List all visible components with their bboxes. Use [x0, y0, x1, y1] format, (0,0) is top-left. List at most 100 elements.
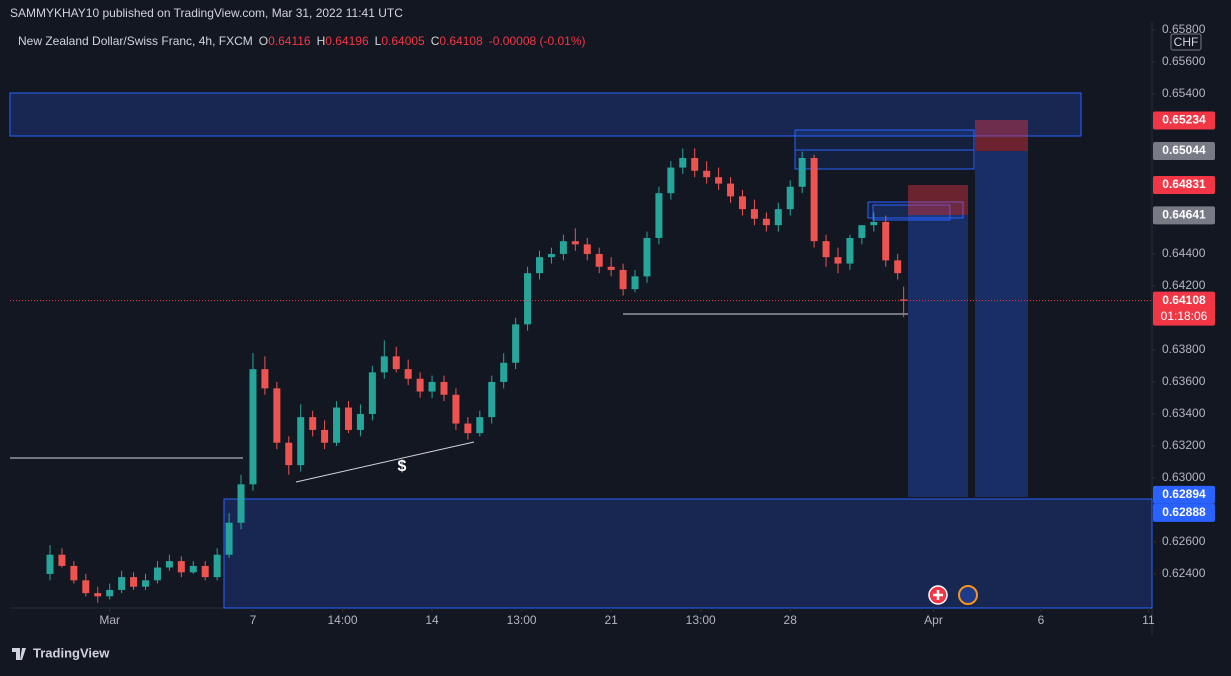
x-tick-label: 28 [784, 613, 798, 627]
candle-body [571, 241, 579, 245]
candle-body [870, 221, 878, 226]
order-block [794, 129, 975, 151]
x-tick-label: 7 [250, 613, 257, 627]
x-tick-label: Mar [99, 613, 120, 627]
trend-line [295, 441, 475, 483]
y-tick-label: 0.64400 [1162, 246, 1206, 260]
candle-body [368, 372, 376, 414]
candle-body [106, 589, 114, 597]
ohlc-value: 0.64108 [439, 34, 483, 48]
price-label: 0.62888 [1162, 505, 1206, 519]
candle-body [237, 484, 245, 523]
price-label-bg [1153, 206, 1215, 225]
stop-zone [975, 120, 1028, 151]
candle-body [536, 257, 544, 274]
y-tick-label: 0.63800 [1162, 342, 1206, 356]
countdown: 01:18:06 [1161, 309, 1208, 323]
candle-body [321, 429, 329, 443]
candle-body [225, 522, 233, 555]
candle-body [786, 186, 794, 210]
y-tick-label: 0.63600 [1162, 374, 1206, 388]
event-icons [928, 585, 978, 605]
price-label: 0.62894 [1162, 487, 1206, 501]
y-tick-label: 0.63400 [1162, 406, 1206, 420]
x-tick-label: 14 [425, 613, 439, 627]
price-label-bg [1153, 503, 1215, 522]
y-tick-label: 0.62600 [1162, 534, 1206, 548]
candle-body [655, 193, 663, 238]
price-label-bg [1153, 291, 1215, 326]
candle-body [512, 324, 520, 363]
candle-body [882, 221, 890, 261]
ohlc-key: C [431, 34, 440, 48]
candle-body [547, 253, 555, 258]
target-zone [975, 151, 1028, 497]
publisher: SAMMYKHAY10 published on TradingView.com… [10, 6, 403, 20]
x-tick-label: 13:00 [507, 613, 537, 627]
candle-body [201, 565, 209, 578]
candle-body [703, 170, 711, 178]
candle-body [679, 157, 687, 168]
x-tick-label: 6 [1038, 613, 1045, 627]
ohlc-value: 0.64005 [381, 34, 425, 48]
candle-body [356, 413, 364, 430]
supply-zone [9, 92, 1082, 137]
ohlc-key: O [259, 34, 268, 48]
price-label: 0.64831 [1162, 177, 1206, 191]
candle-body [727, 183, 735, 197]
candle-body [583, 244, 591, 254]
logo [12, 648, 26, 660]
candle-body [750, 209, 758, 219]
candle-body [213, 554, 221, 578]
price-label-bg [1153, 141, 1215, 160]
candle-body [440, 381, 448, 395]
currency: CHF [1174, 35, 1199, 49]
candle-body [500, 362, 508, 382]
candle-body [249, 369, 257, 485]
candle-body [297, 417, 305, 466]
ohlc-value: 0.64116 [268, 34, 311, 48]
stop-zone [908, 185, 968, 215]
order-block [867, 201, 964, 219]
candle-body [846, 237, 854, 264]
currency-box [1170, 33, 1202, 51]
ohlc-key: H [317, 34, 326, 48]
order-block [872, 204, 951, 221]
x-tick-label: 14:00 [327, 613, 357, 627]
price-label: 0.65234 [1162, 113, 1206, 127]
candle-body [834, 257, 842, 264]
candle-body [715, 177, 723, 184]
y-tick-label: 0.65400 [1162, 86, 1206, 100]
y-tick-label: 0.65600 [1162, 54, 1206, 68]
demand-zone [223, 498, 1153, 609]
candle-body [70, 565, 78, 581]
candle-body [894, 260, 902, 274]
y-tick-label: 0.63200 [1162, 438, 1206, 452]
candle-body [130, 577, 138, 587]
candle-body [344, 407, 352, 430]
candle-body [559, 241, 567, 254]
candle-body [476, 417, 484, 434]
candle-body [691, 157, 699, 171]
candle-body [524, 273, 532, 325]
candle-body [82, 580, 90, 594]
candle-body [667, 167, 675, 194]
price-label: 0.64108 [1162, 293, 1206, 307]
candle-body [858, 225, 866, 238]
x-tick-label: Apr [924, 613, 943, 627]
y-tick-label: 0.65800 [1162, 22, 1206, 36]
event-icon[interactable] [958, 585, 978, 605]
candle-body [631, 276, 639, 290]
candle-body [464, 423, 472, 434]
x-tick-label: 21 [604, 613, 618, 627]
change: -0.00008 (-0.01%) [489, 34, 586, 48]
y-tick-label: 0.63000 [1162, 470, 1206, 484]
candle-body [153, 567, 161, 581]
candle-body [165, 561, 173, 568]
candle-body [595, 253, 603, 267]
candle-body [452, 394, 460, 424]
candle-body [810, 157, 818, 242]
candle-body [177, 561, 185, 573]
